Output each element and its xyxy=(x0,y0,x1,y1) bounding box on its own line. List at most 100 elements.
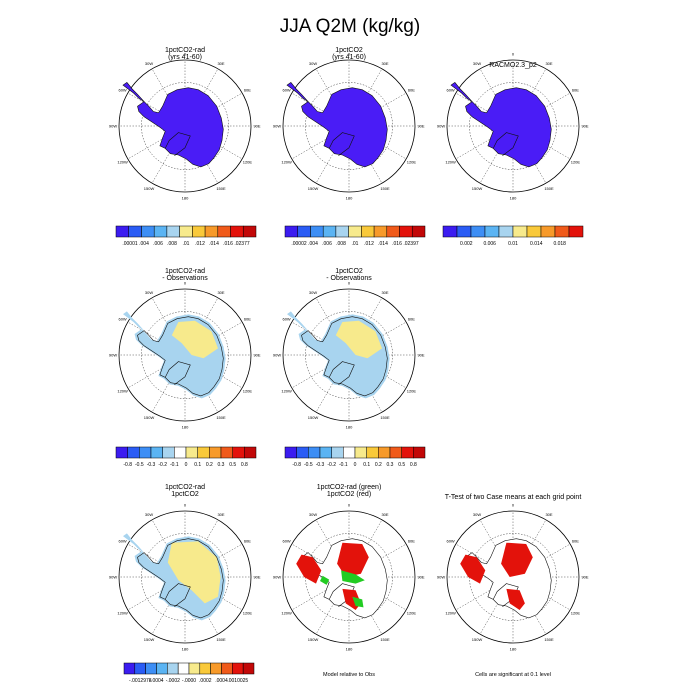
colorbar-swatch xyxy=(498,225,514,238)
longitude-label: 60W xyxy=(118,88,126,93)
longitude-label: 150W xyxy=(308,186,319,191)
meridian-line xyxy=(291,92,350,127)
colorbar-tick-label: .004 xyxy=(139,241,149,247)
map-panel-8: 0 30E 60E 90E 120E 150E 180 150W 120W 90W 60W 30W xyxy=(437,503,589,652)
colorbar-swatch xyxy=(373,225,388,238)
map-panel-3: 0 30E 60E 90E 120E 150E 180 150W 120W 90W 60W 30W xyxy=(437,52,589,201)
longitude-label: 150W xyxy=(472,637,483,642)
panel-title-line: 1pctCO2-rad (green) xyxy=(316,484,382,491)
longitude-label: 30W xyxy=(145,512,153,517)
longitude-label: 90W xyxy=(109,124,117,129)
coastline xyxy=(137,316,224,397)
latitude-circle xyxy=(141,533,229,621)
colorbar-swatch xyxy=(192,225,206,238)
longitude-label: 30E xyxy=(381,290,388,295)
meridian-line xyxy=(127,576,186,611)
colorbar-tick-label: .01 xyxy=(352,241,359,247)
longitude-label: 180 xyxy=(346,425,353,430)
colorbar-swatch xyxy=(568,225,584,238)
colorbar-swatch xyxy=(366,446,379,459)
meridian-line xyxy=(291,125,350,160)
colorbar-tick-label: -0.1 xyxy=(339,462,348,468)
ross-ice-shelf-coast xyxy=(328,361,355,385)
colorbar-1: .00001.004 .006 .008 .01 .012 .014 .016.02377 xyxy=(115,225,257,247)
colorbar-tick-label: 0.01 xyxy=(508,241,518,247)
longitude-label: 60E xyxy=(408,88,415,93)
colorbar-tick-label: 0.5 xyxy=(398,462,405,468)
colorbar-tick-label: .02397 xyxy=(403,241,419,247)
longitude-label: 90W xyxy=(109,353,117,358)
colorbar-swatch xyxy=(232,446,245,459)
longitude-label: 120E xyxy=(243,389,253,394)
panel-title-line: - Observations xyxy=(326,275,372,282)
meridian-line xyxy=(479,125,514,184)
colorbar-tick-label: -0.5 xyxy=(304,462,313,468)
peninsula-anomaly xyxy=(287,311,309,331)
significant-cells xyxy=(460,554,486,584)
longitude-label: 0 xyxy=(348,52,351,57)
colorbar-swatch xyxy=(209,446,222,459)
map-panel-5: 0 30E 60E 90E 120E 150E 180 150W 120W 90W 60W 30W xyxy=(273,281,425,430)
colorbar-tick-label: -.0000 xyxy=(182,678,196,684)
map-panel-4: 0 30E 60E 90E 120E 150E 180 150W 120W 90W 60W 30W xyxy=(109,281,261,430)
panel-title: 1pctCO2-rad 1pctCO2 xyxy=(105,484,265,498)
colorbar-swatch xyxy=(335,225,349,238)
longitude-label: 150E xyxy=(216,186,226,191)
panel-title: 1pctCO2-rad (yrs 41-60) xyxy=(105,47,265,61)
significant-cells xyxy=(296,554,322,584)
colorbar-tick-label: -0.8 xyxy=(123,462,132,468)
colorbar-swatch xyxy=(204,225,219,238)
longitude-label: 150E xyxy=(380,186,390,191)
colorbar-tick-label: .016 xyxy=(392,241,402,247)
longitude-label: 30W xyxy=(309,290,317,295)
rad-cells xyxy=(352,596,364,608)
longitude-label: 90E xyxy=(253,124,260,129)
colorbar-tick-label: 0.8 xyxy=(241,462,248,468)
longitude-label: 90W xyxy=(273,575,281,580)
map-panel-7: 0 30E 60E 90E 120E 150E 180 150W 120W 90W 60W 30W xyxy=(109,503,261,652)
colorbar-swatch xyxy=(242,662,255,675)
longitude-label: 30E xyxy=(545,512,552,517)
colorbar-swatch xyxy=(188,662,201,675)
colorbar-6: -.0012978-.0004 -.0002 -.0000.0002.0004.00… xyxy=(123,662,255,684)
colorbar-tick-label: .00001 xyxy=(122,241,138,247)
colorbar-swatch xyxy=(115,446,128,459)
longitude-label: 30E xyxy=(381,512,388,517)
panel-title-line: 1pctCO2 xyxy=(335,47,363,54)
colorbar-swatch xyxy=(179,225,193,238)
meridian-line xyxy=(455,543,514,578)
colorbar-tick-label: .012 xyxy=(364,241,374,247)
colorbar-tick-label: -0.3 xyxy=(147,462,156,468)
longitude-label: 120W xyxy=(117,160,128,165)
colorbar-2: .00002.004 .006 .008 .01 .012 .014 .016.02397 xyxy=(284,225,426,247)
panel-title-line: (yrs 41-60) xyxy=(332,54,366,61)
meridian-line xyxy=(291,543,350,578)
q2m-field xyxy=(137,87,224,168)
colorbar-swatch xyxy=(167,662,179,675)
longitude-label: 0 xyxy=(184,503,187,508)
longitude-label: 30W xyxy=(473,61,481,66)
colorbar-tick-label: -0.3 xyxy=(316,462,325,468)
panel-title-line: - Observations xyxy=(162,275,208,282)
longitude-label: 180 xyxy=(182,196,189,201)
panel-title: 1pctCO2 (yrs 41-60) xyxy=(269,47,429,61)
colorbar-swatch xyxy=(139,446,152,459)
page-title: JJA Q2M (kg/kg) xyxy=(279,16,421,37)
colorbar-swatch xyxy=(150,446,163,459)
colorbar-swatch xyxy=(512,225,528,238)
colorbar-4: -0.8 -0.5 -0.3 -0.2 -0.1 0 0.1 0.2 0.3 0.5 0.8 xyxy=(115,446,257,468)
longitude-label: 90E xyxy=(417,575,424,580)
footnote-relative: Model relative to Obs xyxy=(323,672,375,678)
panel-title: 1pctCO2-rad (green) 1pctCO2 (red) xyxy=(269,484,429,498)
longitude-label: 180 xyxy=(510,196,517,201)
longitude-label: 120E xyxy=(407,389,417,394)
colorbar-tick-label: 0.3 xyxy=(218,462,225,468)
colorbar-tick-label: -0.8 xyxy=(292,462,301,468)
colorbar-tick-label: .012 xyxy=(195,241,205,247)
colorbar-swatch xyxy=(526,225,542,238)
panel-title-line: 1pctCO2 xyxy=(335,268,363,275)
meridian-line xyxy=(127,321,186,356)
colorbar-tick-label: 0.5 xyxy=(229,462,236,468)
ross-ice-shelf-coast xyxy=(164,132,191,156)
longitude-label: 30W xyxy=(145,61,153,66)
